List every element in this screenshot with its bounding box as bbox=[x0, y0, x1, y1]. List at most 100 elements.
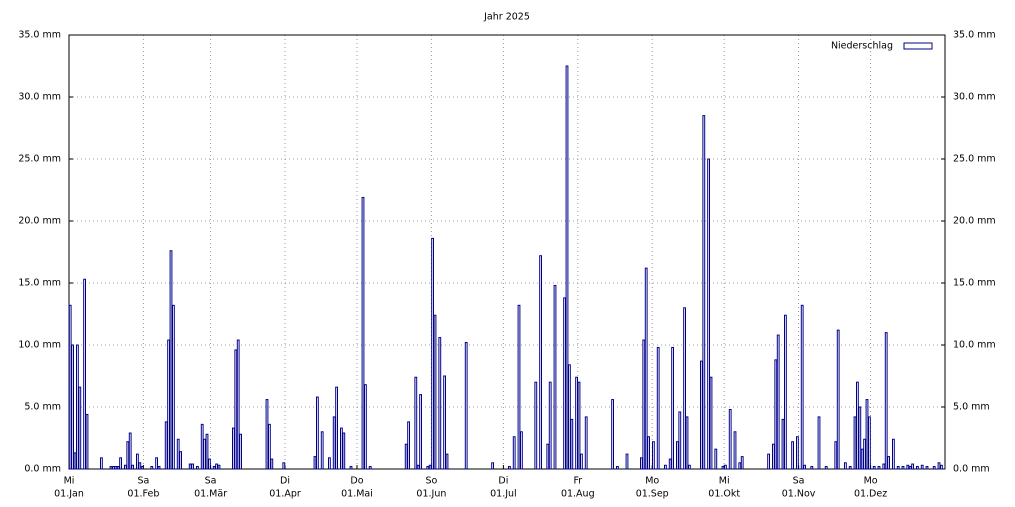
bar bbox=[164, 421, 168, 470]
x-tick-weekday: Sa bbox=[205, 476, 217, 487]
bar bbox=[625, 453, 629, 470]
bar bbox=[191, 463, 194, 470]
bar bbox=[860, 448, 864, 470]
bar bbox=[368, 466, 372, 470]
bar bbox=[887, 456, 891, 470]
x-tick-label: 01.Mär bbox=[194, 489, 227, 500]
bar bbox=[443, 375, 447, 470]
bar bbox=[791, 441, 795, 470]
bar bbox=[112, 466, 115, 470]
bar bbox=[940, 464, 943, 470]
bar bbox=[836, 329, 840, 470]
y-tick-label: 0.0 mm bbox=[24, 464, 61, 475]
bar bbox=[908, 466, 912, 470]
x-tick-label: 01.Nov bbox=[782, 489, 816, 500]
bar bbox=[803, 464, 807, 470]
bar bbox=[138, 462, 142, 470]
y2-tick-label: 25.0 mm bbox=[953, 154, 996, 165]
bar bbox=[877, 466, 881, 470]
bar bbox=[920, 464, 924, 470]
x-tick-label: 01.Apr bbox=[269, 489, 301, 500]
legend-label: Niederschlag bbox=[831, 41, 893, 52]
bar bbox=[520, 431, 523, 470]
bar bbox=[925, 466, 929, 470]
bar bbox=[167, 339, 170, 470]
bar bbox=[685, 416, 689, 470]
bar bbox=[200, 423, 204, 470]
bar bbox=[131, 464, 134, 470]
bar bbox=[268, 423, 271, 470]
bar bbox=[136, 453, 139, 470]
bar bbox=[128, 432, 132, 470]
bar bbox=[539, 255, 543, 470]
bar bbox=[428, 464, 432, 470]
bar bbox=[109, 466, 113, 470]
bar bbox=[678, 411, 682, 470]
x-tick-label: 01.Feb bbox=[127, 489, 159, 500]
bar bbox=[414, 376, 418, 470]
bar bbox=[848, 466, 852, 470]
x-tick-label: 01.Jun bbox=[416, 489, 446, 500]
bar bbox=[882, 463, 886, 470]
bar bbox=[342, 432, 346, 470]
bar bbox=[491, 462, 495, 470]
bar bbox=[868, 416, 871, 470]
bar bbox=[438, 337, 442, 470]
x-tick-weekday: Sa bbox=[793, 476, 805, 487]
x-tick-weekday: Di bbox=[498, 476, 508, 487]
bar bbox=[565, 65, 569, 470]
bar bbox=[73, 452, 77, 470]
bar bbox=[853, 416, 857, 470]
y2-tick-label: 30.0 mm bbox=[953, 92, 996, 103]
bar bbox=[419, 394, 423, 470]
bar bbox=[824, 466, 828, 470]
bar bbox=[404, 443, 408, 470]
y-tick-label: 15.0 mm bbox=[18, 278, 61, 289]
x-tick-weekday: So bbox=[425, 476, 437, 487]
bar bbox=[205, 433, 209, 470]
bar bbox=[76, 344, 79, 470]
bar bbox=[700, 360, 703, 470]
bar bbox=[858, 406, 862, 470]
bar bbox=[642, 339, 646, 470]
bar bbox=[776, 334, 780, 470]
bar bbox=[361, 196, 365, 470]
x-tick-weekday: Di bbox=[280, 476, 290, 487]
bar bbox=[656, 346, 660, 470]
y-tick-label: 35.0 mm bbox=[18, 30, 61, 41]
bar bbox=[774, 359, 778, 470]
bar bbox=[671, 346, 675, 470]
bar bbox=[709, 376, 713, 470]
bar bbox=[328, 457, 331, 470]
bar bbox=[124, 464, 127, 470]
bar bbox=[215, 463, 218, 470]
bar bbox=[616, 466, 619, 470]
bar bbox=[83, 278, 86, 470]
bar bbox=[188, 463, 192, 470]
bar bbox=[155, 457, 158, 470]
bar bbox=[640, 457, 643, 470]
bar bbox=[119, 457, 122, 470]
bar bbox=[911, 463, 915, 470]
bar bbox=[738, 462, 742, 470]
bar bbox=[232, 427, 235, 470]
bar bbox=[464, 342, 468, 470]
bar bbox=[863, 438, 867, 470]
bar bbox=[796, 436, 799, 470]
bar bbox=[217, 464, 221, 470]
bar bbox=[172, 304, 175, 470]
bar bbox=[932, 466, 936, 470]
x-tick-weekday: Mi bbox=[719, 476, 730, 487]
bar bbox=[901, 466, 905, 470]
y2-tick-label: 10.0 mm bbox=[953, 340, 996, 351]
bar bbox=[445, 453, 449, 470]
x-tick-label: 01.Jan bbox=[54, 489, 84, 500]
bar bbox=[212, 466, 216, 470]
y2-tick-label: 35.0 mm bbox=[953, 30, 996, 41]
bar bbox=[433, 314, 437, 470]
bar bbox=[313, 456, 317, 470]
bar bbox=[872, 466, 876, 470]
x-tick-label: 01.Jul bbox=[490, 489, 517, 500]
bar bbox=[683, 307, 687, 470]
bar bbox=[844, 462, 847, 470]
